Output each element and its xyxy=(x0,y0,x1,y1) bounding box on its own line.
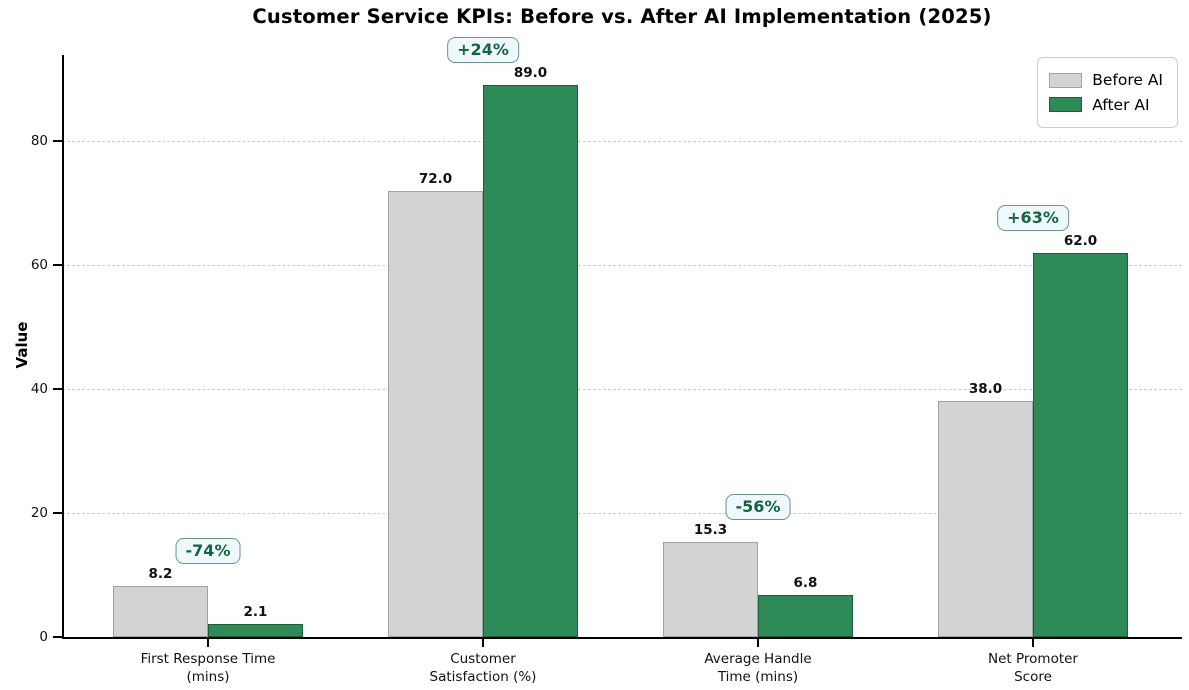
gridline-80 xyxy=(62,141,1182,142)
y-tick-mark-80 xyxy=(53,140,62,142)
y-tick-mark-40 xyxy=(53,388,62,390)
legend-label-after-ai: After AI xyxy=(1092,95,1150,114)
pct-change-badge: -56% xyxy=(725,494,791,521)
y-tick-label-20: 20 xyxy=(30,505,48,521)
gridline-40 xyxy=(62,389,1182,390)
gridline-60 xyxy=(62,265,1182,266)
y-tick-label-80: 80 xyxy=(30,133,48,149)
x-axis-category-label: Customer Satisfaction (%) xyxy=(429,651,537,686)
chart-title: Customer Service KPIs: Before vs. After … xyxy=(252,5,992,28)
y-tick-label-40: 40 xyxy=(30,381,48,397)
pct-change-badge: +24% xyxy=(447,37,519,64)
x-axis-category-label: Net Promoter Score xyxy=(988,651,1078,686)
legend-label-before-ai: Before AI xyxy=(1092,71,1163,89)
x-tick-mark xyxy=(482,639,484,647)
bar-value-label: 38.0 xyxy=(968,381,1003,398)
bar-after-ai xyxy=(483,85,578,637)
bar-before-ai xyxy=(663,542,758,637)
bar-before-ai xyxy=(388,190,483,637)
pct-change-badge: +63% xyxy=(997,204,1069,231)
bar-before-ai xyxy=(113,586,208,637)
legend-item-after-ai: After AI xyxy=(1049,93,1163,118)
bar-value-label: 6.8 xyxy=(793,574,818,591)
y-tick-mark-0 xyxy=(53,636,62,638)
y-tick-mark-20 xyxy=(53,512,62,514)
legend-swatch-before-ai xyxy=(1049,72,1083,88)
pct-change-badge: -74% xyxy=(175,538,241,565)
bar-value-label: 15.3 xyxy=(693,522,728,539)
y-tick-label-60: 60 xyxy=(30,257,48,273)
y-axis-spine xyxy=(62,55,64,639)
y-tick-mark-60 xyxy=(53,264,62,266)
gridline-20 xyxy=(62,513,1182,514)
bar-value-label: 62.0 xyxy=(1063,232,1098,249)
plot-area: 0 20 40 60 80 8.2 2.1 -74% First Response Time (… xyxy=(31,37,1182,685)
y-tick-label-0: 0 xyxy=(39,629,48,645)
x-tick-mark xyxy=(757,639,759,647)
bar-value-label: 89.0 xyxy=(513,65,548,82)
bar-after-ai xyxy=(758,594,853,637)
x-tick-mark xyxy=(1032,639,1034,647)
bar-value-label: 2.1 xyxy=(243,603,268,620)
bar-value-label: 72.0 xyxy=(418,170,453,187)
bar-after-ai xyxy=(208,623,303,637)
bar-before-ai xyxy=(938,401,1033,637)
bar-value-label: 8.2 xyxy=(148,566,173,583)
legend: Before AI After AI xyxy=(1037,57,1178,129)
x-axis-category-label: First Response Time (mins) xyxy=(140,651,276,686)
bar-after-ai xyxy=(1033,252,1128,637)
legend-item-before-ai: Before AI xyxy=(1049,68,1163,93)
legend-swatch-after-ai xyxy=(1049,97,1083,113)
x-axis-category-label: Average Handle Time (mins) xyxy=(704,651,812,686)
x-tick-mark xyxy=(207,639,209,647)
x-axis-spine xyxy=(62,637,1182,639)
